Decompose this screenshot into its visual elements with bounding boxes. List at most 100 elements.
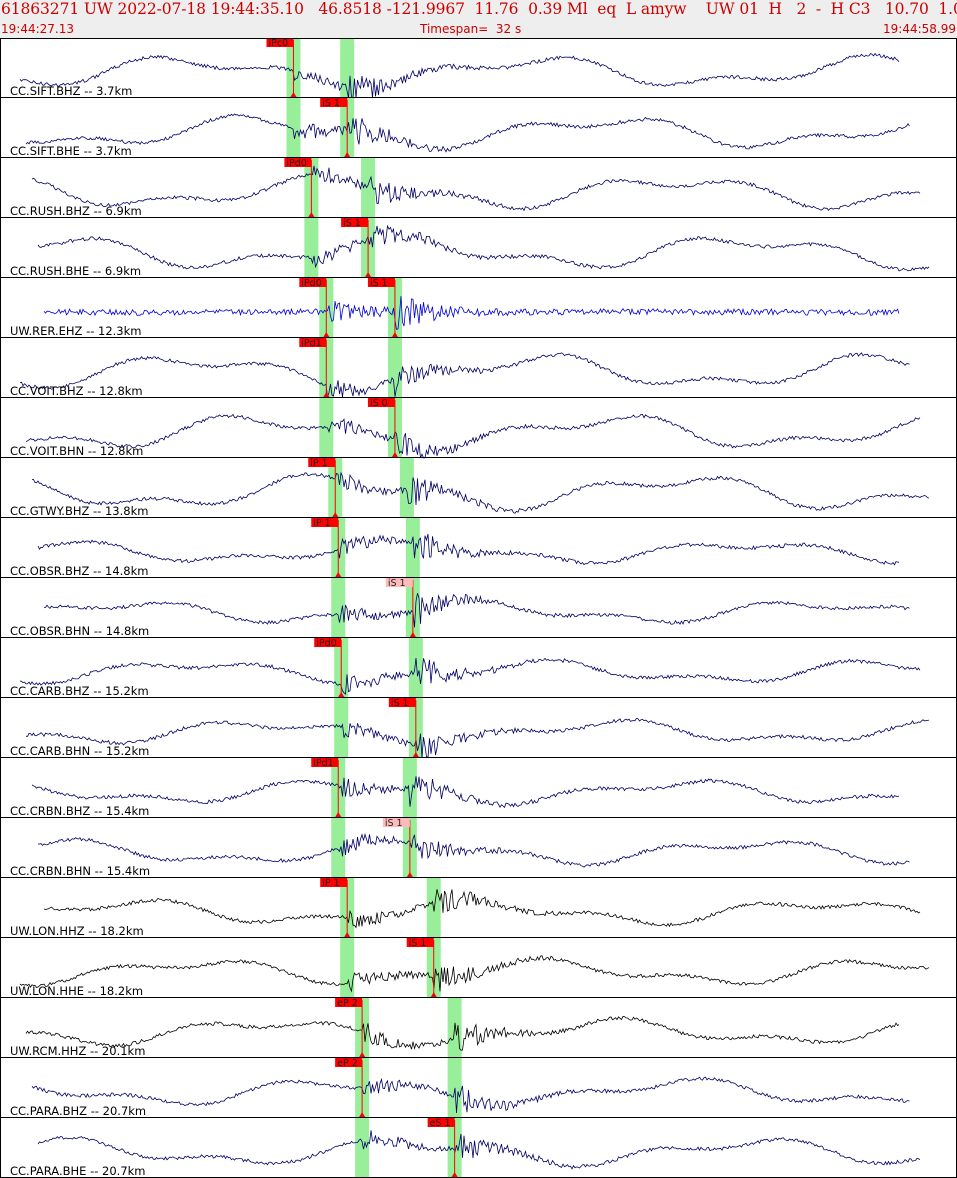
trace-label: CC.SIFT.BHZ -- 3.7km [10, 84, 132, 98]
trace-row: iS 1 CC.OBSR.BHN -- 14.8km [0, 578, 957, 638]
trace-row: iPd1 CC.CRBN.BHZ -- 15.4km [0, 758, 957, 818]
pick-arrow [430, 992, 437, 997]
waveform [19, 657, 921, 695]
trace-label: UW.LON.HHZ -- 18.2km [10, 924, 144, 938]
waveform [32, 471, 930, 514]
pick-window [331, 818, 346, 878]
pick-window [361, 158, 376, 218]
pick-arrow [335, 812, 342, 817]
trace-row: iS 1 CC.SIFT.BHE -- 3.7km [0, 98, 957, 158]
pick-arrow [335, 572, 342, 577]
pick-flag [341, 218, 369, 227]
trace-label: CC.PARA.BHZ -- 20.7km [10, 1104, 146, 1118]
pick-arrow [391, 452, 398, 457]
pick-flag [320, 878, 348, 887]
pick-label: iP 1 [322, 878, 339, 889]
pick-flag [314, 638, 342, 647]
pick-flag [367, 398, 395, 407]
event-title: 61863271 UW 2022-07-18 19:44:35.10 46.85… [1, 0, 957, 18]
pick-flag [320, 98, 348, 107]
pick-arrow [338, 692, 345, 697]
pick-arrow [323, 392, 330, 397]
pick-arrow [406, 872, 413, 877]
pick-arrow [344, 152, 351, 157]
pick-label: eS 1 [430, 1118, 451, 1129]
pick-label: iPd1 [313, 758, 333, 769]
trace-label: CC.CARB.BHZ -- 15.2km [10, 684, 149, 698]
pick-flag [385, 578, 413, 587]
pick-label: iS 1 [343, 218, 361, 229]
waveform [25, 1015, 900, 1051]
pick-arrow [344, 932, 351, 937]
waveform [31, 1076, 910, 1114]
trace-label: CC.CARB.BHN -- 15.2km [10, 744, 149, 758]
waveform [19, 955, 930, 993]
pick-window [340, 938, 355, 998]
pick-window [340, 38, 355, 98]
pick-window [408, 638, 423, 698]
pick-label: iPd0 [286, 158, 306, 169]
trace-label: CC.VOIT.BHN -- 12.8km [10, 444, 143, 458]
pick-label: iS 1 [388, 578, 406, 589]
trace-row: iS 1 UW.LON.HHE -- 18.2km [0, 938, 957, 998]
pick-flag [382, 818, 410, 827]
pick-arrow [359, 1112, 366, 1117]
pick-arrow [412, 752, 419, 757]
pick-label: iP 1 [310, 458, 327, 469]
pick-flag [311, 518, 339, 527]
trace-row: iPd0 iS 1 UW.RER.EHZ -- 12.3km [0, 278, 957, 338]
pick-flag [427, 1118, 455, 1127]
waveform [31, 165, 921, 212]
pick-arrow [391, 332, 398, 337]
trace-row: iP 1 CC.GTWY.BHZ -- 13.8km [0, 458, 957, 518]
trace-label: CC.CRBN.BHZ -- 15.4km [10, 804, 149, 818]
pick-window [331, 578, 346, 638]
pick-label: iS 1 [370, 278, 388, 289]
trace-label: UW.RCM.HHZ -- 20.1km [10, 1044, 145, 1058]
pick-window [355, 1118, 370, 1178]
trace-row: iPd0 CC.CARB.BHZ -- 15.2km [0, 638, 957, 698]
trace-row: eP 2 CC.PARA.BHZ -- 20.7km [0, 1058, 957, 1118]
pick-label: iPd0 [301, 278, 321, 289]
trace-row: iP 1 CC.OBSR.BHZ -- 14.8km [0, 518, 957, 578]
waveform [37, 1130, 921, 1170]
pick-arrow [451, 1172, 458, 1177]
pick-window [402, 758, 417, 818]
pick-flag [299, 278, 327, 287]
pick-window [286, 98, 301, 158]
pick-label: iP 1 [313, 518, 330, 529]
pick-window [304, 218, 319, 278]
waveform [19, 52, 900, 99]
pick-arrow [409, 632, 416, 637]
pick-arrow [332, 512, 339, 517]
pick-flag [308, 458, 336, 467]
pick-label: iS 1 [391, 698, 409, 709]
trace-label: CC.VOIT.BHZ -- 12.8km [10, 384, 143, 398]
pick-arrow [365, 272, 372, 277]
trace-row: iS 1 CC.CARB.BHN -- 15.2km [0, 698, 957, 759]
pick-label: eP 2 [337, 998, 358, 1009]
pick-flag [311, 758, 339, 767]
trace-row: iS 0 CC.VOIT.BHN -- 12.8km [0, 398, 957, 459]
pick-flag [406, 938, 434, 947]
trace-label: CC.GTWY.BHZ -- 13.8km [10, 504, 148, 518]
trace-row: eP 2 UW.RCM.HHZ -- 20.1km [0, 998, 957, 1058]
pick-label: iS 0 [370, 398, 388, 409]
waveform [43, 593, 910, 628]
waveform [19, 352, 910, 398]
trace-label: CC.OBSR.BHN -- 14.8km [10, 624, 149, 638]
pick-arrow [359, 1052, 366, 1057]
end-time: 19:44:58.99 [883, 22, 956, 36]
trace-row: eS 1 CC.PARA.BHE -- 20.7km [0, 1118, 957, 1178]
trace-label: CC.RUSH.BHE -- 6.9km [10, 264, 141, 278]
seismogram-panel: iPc0 CC.SIFT.BHZ -- 3.7km iS 1 CC.SIFT.BHE … [0, 38, 957, 1178]
trace-label: CC.RUSH.BHZ -- 6.9km [10, 204, 142, 218]
pick-flag [284, 158, 312, 167]
pick-label: eP 2 [337, 1058, 358, 1069]
pick-arrow [290, 92, 297, 97]
waveform [43, 296, 900, 330]
pick-window [399, 458, 414, 518]
trace-row: iP 1 UW.LON.HHZ -- 18.2km [0, 878, 957, 938]
start-time: 19:44:27.13 [1, 22, 74, 36]
pick-label: iS 1 [322, 98, 340, 109]
